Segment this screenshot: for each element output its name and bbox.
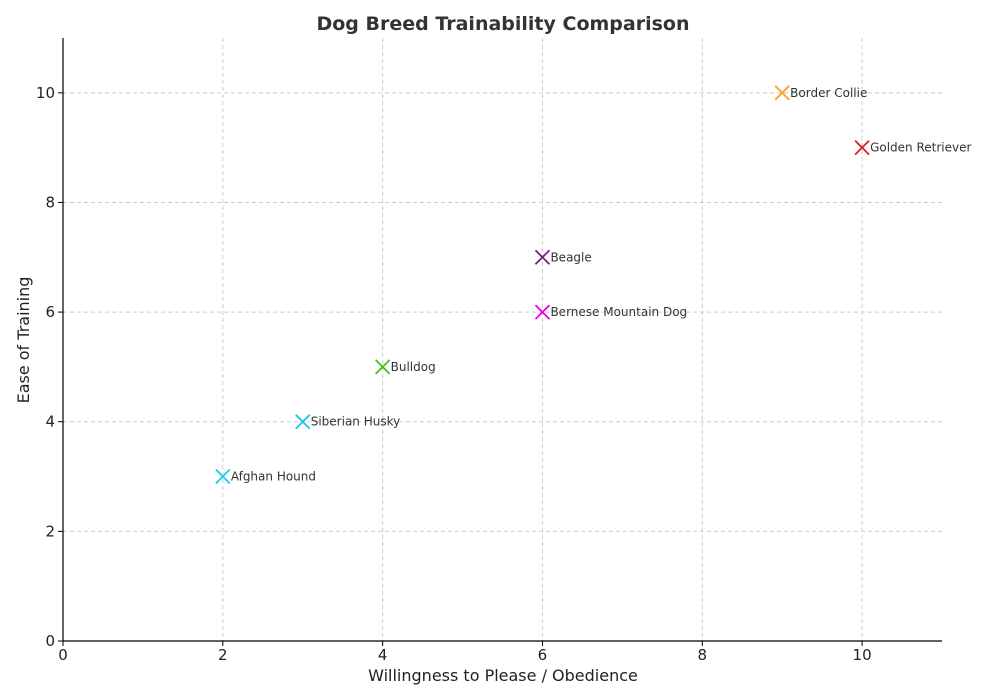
data-point: Bernese Mountain Dog — [534, 304, 687, 320]
data-points: Border Collie Golden Retriever Beagle Berne… — [215, 85, 972, 485]
y-tick-label: 4 — [45, 413, 55, 431]
point-marker — [374, 359, 391, 375]
chart-title: Dog Breed Trainability Comparison — [316, 13, 689, 35]
tick-labels: 0 2 4 6 8 10 0 2 4 6 8 10 — [36, 84, 872, 664]
data-point: Border Collie — [774, 85, 867, 101]
y-axis-label: Ease of Training — [14, 277, 33, 404]
x-tick-label: 6 — [538, 646, 548, 664]
y-tick-label: 6 — [45, 303, 55, 321]
x-tick-label: 0 — [58, 646, 68, 664]
point-marker — [774, 85, 790, 101]
axes — [62, 38, 942, 642]
y-tick-label: 2 — [45, 522, 55, 540]
point-marker — [534, 249, 551, 265]
point-label: Bulldog — [391, 360, 436, 374]
x-axis-label: Willingness to Please / Obedience — [368, 666, 638, 685]
point-marker — [295, 414, 311, 430]
x-tick-label: 4 — [378, 646, 388, 664]
x-tick-label: 2 — [218, 646, 228, 664]
x-tick-label: 10 — [853, 646, 872, 664]
y-tick-label: 8 — [45, 193, 55, 211]
data-point: Golden Retriever — [854, 139, 972, 156]
point-label: Border Collie — [790, 86, 867, 100]
point-label: Siberian Husky — [311, 415, 401, 429]
data-point: Siberian Husky — [295, 414, 401, 430]
data-point: Bulldog — [374, 359, 436, 375]
y-tick-label: 10 — [36, 84, 55, 102]
point-marker — [534, 304, 551, 320]
point-label: Afghan Hound — [231, 470, 316, 484]
y-tick-label: 0 — [45, 632, 55, 650]
data-point: Beagle — [534, 249, 592, 265]
x-tick-label: 8 — [697, 646, 707, 664]
grid-lines — [63, 38, 942, 641]
point-marker — [215, 468, 231, 485]
point-label: Beagle — [550, 250, 591, 264]
point-label: Bernese Mountain Dog — [550, 305, 687, 319]
point-label: Golden Retriever — [870, 141, 971, 155]
point-marker — [854, 139, 870, 156]
data-point: Afghan Hound — [215, 468, 316, 485]
